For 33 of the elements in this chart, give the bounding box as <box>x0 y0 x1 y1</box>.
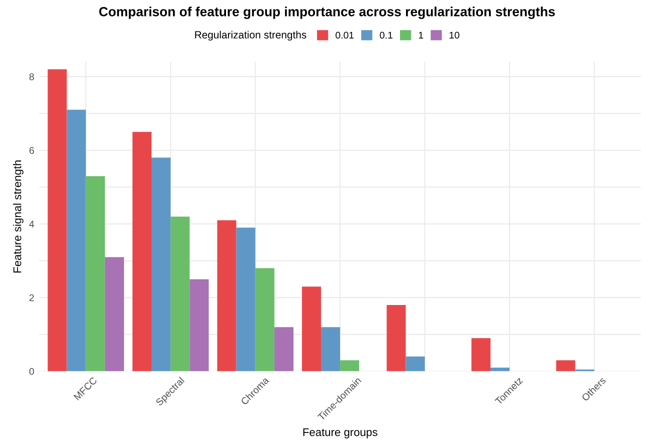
bar <box>86 176 105 372</box>
bar <box>340 360 360 372</box>
bar <box>66 110 86 372</box>
bar <box>236 228 256 372</box>
bar <box>190 279 209 372</box>
bar <box>170 216 190 372</box>
x-axis-title: Feature groups <box>303 428 378 438</box>
legend-label: 0.1 <box>380 32 392 39</box>
bar <box>274 327 294 372</box>
y-tick-label: 2 <box>29 294 34 302</box>
bar <box>132 132 152 372</box>
bar <box>321 327 340 372</box>
bar <box>490 368 510 372</box>
bar <box>302 286 322 372</box>
legend-label: 10 <box>450 32 460 39</box>
legend-title: Regularization strengths <box>195 30 306 41</box>
y-tick-label: 8 <box>29 73 34 80</box>
bar <box>217 220 236 372</box>
bar <box>471 338 490 372</box>
bar <box>406 356 425 372</box>
bar <box>152 158 171 372</box>
bar <box>255 268 274 372</box>
bar <box>556 360 576 372</box>
y-tick-label: 6 <box>29 147 34 154</box>
y-tick-label: 0 <box>29 368 34 375</box>
bar <box>48 69 67 372</box>
y-tick-label: 4 <box>29 220 34 228</box>
legend-label: 1 <box>418 32 424 39</box>
chart-title: Comparison of feature group importance across regularization strengths <box>99 6 555 19</box>
bar <box>104 257 124 372</box>
legend-label: 0.01 <box>336 32 354 39</box>
y-axis-title: Feature signal strength <box>13 160 24 272</box>
bar <box>386 304 406 372</box>
